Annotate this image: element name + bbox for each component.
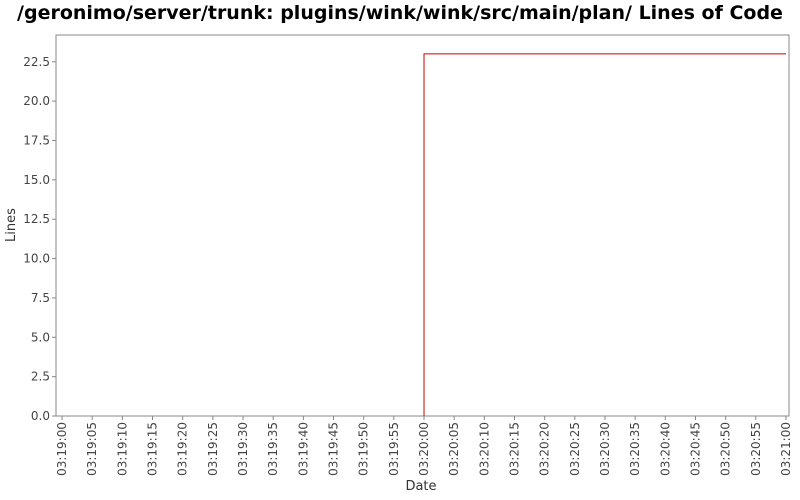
y-axis-title: Lines xyxy=(4,208,19,242)
y-axis: 0.0 2.5 5.0 7.5 10.0 12.5 15.0 17.5 20.0 22.5 xyxy=(23,55,56,423)
x-tick-label: 03:19:00 xyxy=(55,422,69,476)
x-tick-label: 03:20:05 xyxy=(447,422,461,476)
x-tick-label: 03:19:40 xyxy=(296,422,310,476)
series-line xyxy=(423,53,786,416)
x-tick-label: 03:19:35 xyxy=(266,422,280,476)
x-tick-label: 03:20:15 xyxy=(508,422,522,476)
x-tick-label: 03:20:00 xyxy=(417,422,431,476)
x-tick-label: 03:20:45 xyxy=(688,422,702,476)
x-tick-label: 03:20:20 xyxy=(538,422,552,476)
y-tick-label: 10.0 xyxy=(23,252,50,266)
y-tick-label: 0.0 xyxy=(31,409,50,423)
x-tick-label: 03:19:55 xyxy=(387,422,401,476)
x-tick-label: 03:19:50 xyxy=(357,422,371,476)
y-tick-label: 20.0 xyxy=(23,94,50,108)
x-tick-label: 03:20:50 xyxy=(719,422,733,476)
x-tick-label: 03:20:40 xyxy=(658,422,672,476)
x-tick-label: 03:19:30 xyxy=(236,422,250,476)
x-tick-label: 03:20:35 xyxy=(628,422,642,476)
y-tick-label: 12.5 xyxy=(23,212,50,226)
plot-area xyxy=(55,34,790,417)
x-tick-label: 03:20:55 xyxy=(749,422,763,476)
x-tick-label: 03:20:25 xyxy=(568,422,582,476)
x-tick-label: 03:19:05 xyxy=(85,422,99,476)
x-axis: 03:19:00 03:19:05 03:19:10 03:19:15 03:19:20… xyxy=(55,416,793,476)
x-tick-label: 03:19:20 xyxy=(176,422,190,476)
y-tick-label: 17.5 xyxy=(23,133,50,147)
y-tick-label: 5.0 xyxy=(31,330,50,344)
x-tick-label: 03:19:25 xyxy=(206,422,220,476)
x-tick-label: 03:20:10 xyxy=(477,422,491,476)
chart-title: /geronimo/server/trunk: plugins/wink/win… xyxy=(17,2,783,24)
x-tick-label: 03:19:10 xyxy=(115,422,129,476)
y-tick-label: 2.5 xyxy=(31,370,50,384)
x-tick-label: 03:19:45 xyxy=(327,422,341,476)
x-axis-title: Date xyxy=(405,479,436,494)
y-tick-label: 22.5 xyxy=(23,55,50,69)
y-tick-label: 7.5 xyxy=(31,291,50,305)
x-tick-label: 03:21:00 xyxy=(779,422,793,476)
x-tick-label: 03:20:30 xyxy=(598,422,612,476)
y-tick-label: 15.0 xyxy=(23,173,50,187)
series-group xyxy=(423,53,786,416)
x-tick-label: 03:19:15 xyxy=(146,422,160,476)
